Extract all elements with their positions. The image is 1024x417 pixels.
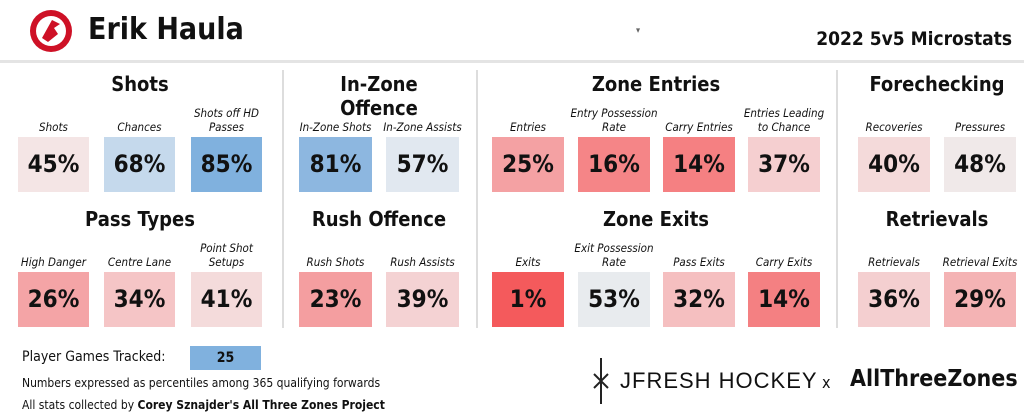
stat-tile: 14% <box>748 272 820 327</box>
separator <box>836 70 838 328</box>
stat-tile: 85% <box>191 137 262 192</box>
stat-label: Pass Exits <box>673 255 725 269</box>
stat-label: Exit Possession Rate <box>574 241 654 269</box>
stat-label: Exits <box>515 255 541 269</box>
player-name: Erik Haula <box>88 12 244 47</box>
stat-label: High Danger <box>20 255 87 269</box>
brand-atz: AllThreeZones <box>850 366 1018 392</box>
section-title: In-Zone Offence <box>340 72 418 120</box>
stat-tile: 26% <box>18 272 89 327</box>
section-title: Retrievals <box>885 207 989 231</box>
stat-tile: 48% <box>944 137 1016 192</box>
stat-tile: 57% <box>386 137 459 192</box>
stat-tile: 41% <box>191 272 262 327</box>
games-label: Player Games Tracked: <box>22 349 166 365</box>
stat-label: Chances <box>117 120 162 134</box>
stat-label: Pressures <box>954 120 1006 134</box>
stat-label: Recoveries <box>865 120 923 134</box>
stat-tile: 1% <box>492 272 564 327</box>
stat-tile: 14% <box>663 137 735 192</box>
stat-tile: 40% <box>858 137 930 192</box>
stat-label: Entry Possession Rate <box>570 106 658 134</box>
stat-label: Point Shot Setups <box>200 241 253 269</box>
separator <box>282 70 284 328</box>
stat-label: Retrievals <box>868 255 920 269</box>
section-title: Forechecking <box>869 72 1005 96</box>
section-title: Rush Offence <box>311 207 447 231</box>
stat-label: Rush Shots <box>306 255 365 269</box>
games-value: 25 <box>190 346 261 370</box>
section-title: Zone Entries <box>591 72 721 96</box>
stat-label: Rush Assists <box>390 255 455 269</box>
separator <box>476 70 478 328</box>
stat-tile: 16% <box>578 137 650 192</box>
note: Numbers expressed as percentiles among 3… <box>22 376 381 390</box>
stat-tile: 34% <box>104 272 175 327</box>
stat-tile: 68% <box>104 137 175 192</box>
section-title: Pass Types <box>85 207 195 231</box>
header <box>0 0 1024 63</box>
stat-tile: 23% <box>299 272 372 327</box>
stat-tile: 25% <box>492 137 564 192</box>
stat-tile: 45% <box>18 137 89 192</box>
credit-line: All stats collected by Corey Sznajder's … <box>22 398 385 412</box>
section-title: Shots <box>111 72 169 96</box>
stat-tile: 36% <box>858 272 930 327</box>
stat-label: Carry Entries <box>665 120 733 134</box>
stat-tile: 32% <box>663 272 735 327</box>
stat-label: Retrieval Exits <box>942 255 1018 269</box>
stat-label: Entries <box>509 120 547 134</box>
stat-tile: 39% <box>386 272 459 327</box>
credit-prefix: All stats collected by <box>22 398 138 412</box>
stat-label: In-Zone Shots <box>299 120 372 134</box>
stat-label: Centre Lane <box>107 255 172 269</box>
subtitle: 2022 5v5 Microstats <box>816 28 1012 50</box>
dropdown-caret[interactable]: ▾ <box>636 26 641 36</box>
stat-tile: 53% <box>578 272 650 327</box>
brand-logo <box>593 358 609 404</box>
stat-label: Shots off HD Passes <box>193 106 260 134</box>
stat-label: In-Zone Assists <box>383 120 462 134</box>
credit: Corey Sznajder's All Three Zones Project <box>137 398 385 412</box>
stat-tile: 37% <box>748 137 820 192</box>
brand-jfresh: JFRESH HOCKEY <box>620 368 818 393</box>
stat-label: Carry Exits <box>755 255 813 269</box>
brand-x: x <box>822 373 831 392</box>
stat-label: Entries Leading to Chance <box>743 106 825 134</box>
team-logo <box>30 10 72 52</box>
section-title: Zone Exits <box>602 207 710 231</box>
stat-tile: 29% <box>944 272 1016 327</box>
stat-label: Shots <box>39 120 68 134</box>
stat-tile: 81% <box>299 137 372 192</box>
